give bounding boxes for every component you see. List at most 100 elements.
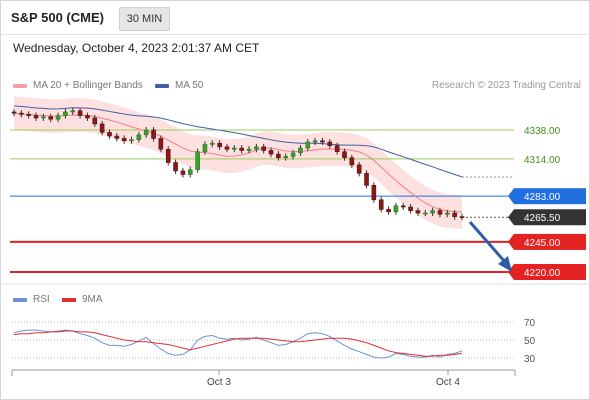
level-tag-arrow-5 xyxy=(508,264,514,280)
candle-body xyxy=(400,205,406,208)
candle xyxy=(165,146,171,166)
rsi-tick-50: 50 xyxy=(524,336,536,347)
candle xyxy=(415,207,421,217)
bollinger-swatch-icon xyxy=(13,83,27,88)
candle-body xyxy=(334,145,340,152)
candle xyxy=(143,126,149,138)
candle-body xyxy=(312,140,318,143)
candle-body xyxy=(445,212,450,215)
candle-body xyxy=(107,132,112,137)
candle-body xyxy=(70,110,76,113)
candle-body xyxy=(55,115,61,120)
candle xyxy=(320,137,325,146)
candle xyxy=(356,161,362,177)
candle-body xyxy=(173,162,178,172)
candle-body xyxy=(268,150,274,155)
forecast-arrow-shaft xyxy=(468,221,507,263)
candle xyxy=(180,167,186,178)
candle-body xyxy=(305,141,311,149)
candle-body xyxy=(202,144,208,152)
candle-body xyxy=(246,148,252,151)
candle-body xyxy=(195,151,200,171)
candle-body xyxy=(298,147,303,154)
candle xyxy=(99,120,105,136)
legend-9ma-label: 9MA xyxy=(82,294,103,305)
legend-9ma: 9MA xyxy=(62,294,103,305)
candle xyxy=(422,210,428,217)
candle xyxy=(19,110,24,118)
candle xyxy=(195,148,200,173)
candle xyxy=(26,111,31,119)
candle-body xyxy=(261,146,267,151)
candle xyxy=(312,137,318,146)
level-tag-5 xyxy=(514,264,586,280)
candle xyxy=(371,182,377,203)
candle xyxy=(305,139,311,152)
candle-body xyxy=(239,147,244,151)
candle-body xyxy=(437,210,443,215)
candle-body xyxy=(85,115,90,119)
candle xyxy=(364,170,369,189)
candle-body xyxy=(114,135,120,139)
candle xyxy=(298,145,303,156)
level-tag-2 xyxy=(514,188,586,205)
candles xyxy=(11,107,465,221)
candle xyxy=(107,129,112,140)
candle-body xyxy=(217,142,222,148)
level-label-5: 4220.00 xyxy=(524,268,561,279)
candle xyxy=(187,166,193,178)
candle xyxy=(408,204,413,214)
candle xyxy=(239,145,244,154)
candle-body xyxy=(276,153,281,158)
candle-body xyxy=(165,148,171,163)
candle-body xyxy=(290,152,296,157)
candle xyxy=(393,202,399,215)
legend-ma50: MA 50 xyxy=(155,80,203,91)
candle xyxy=(173,159,178,174)
candle-body xyxy=(283,156,289,158)
candle xyxy=(261,143,267,154)
candle-body xyxy=(430,210,435,214)
ma50-swatch-icon xyxy=(155,83,169,88)
candle-body xyxy=(158,138,164,150)
candle-body xyxy=(371,185,377,201)
candle xyxy=(445,210,450,218)
candle xyxy=(92,114,98,127)
candle xyxy=(11,108,17,117)
candle xyxy=(151,126,156,142)
rsi-9ma-line xyxy=(13,330,463,357)
candle-body xyxy=(41,116,46,119)
timeframe-button[interactable]: 30 MIN xyxy=(119,7,170,31)
candle-body xyxy=(349,157,355,166)
candle-body xyxy=(151,129,156,139)
header-bar: S&P 500 (CME) 30 MIN xyxy=(0,0,588,35)
candle-body xyxy=(232,147,237,150)
candle xyxy=(129,136,134,144)
candle-body xyxy=(92,117,98,125)
candle xyxy=(114,133,120,142)
level-tag-arrow-2 xyxy=(508,188,514,205)
candle xyxy=(121,135,127,144)
candle xyxy=(290,149,296,160)
candle xyxy=(246,146,252,154)
candle-body xyxy=(121,138,127,142)
rsi-swatch-icon xyxy=(13,297,27,302)
legend-ma50-label: MA 50 xyxy=(175,80,204,91)
candle-body xyxy=(386,209,391,213)
candle-body xyxy=(224,146,230,150)
candle-body xyxy=(364,173,369,186)
candle xyxy=(459,213,465,221)
candle xyxy=(283,153,289,161)
legend-rsi-label: RSI xyxy=(33,294,50,305)
candle xyxy=(209,140,215,148)
candle xyxy=(452,210,457,220)
candle-body xyxy=(77,110,83,116)
timestamp: Wednesday, October 4, 2023 2:01:37 AM CE… xyxy=(13,41,260,55)
forecast-arrow-head-icon xyxy=(498,256,512,272)
candle xyxy=(41,113,46,121)
candle-body xyxy=(129,139,134,142)
level-tag-4 xyxy=(514,233,586,250)
candle xyxy=(430,207,435,217)
level-label-2: 4283.00 xyxy=(524,192,561,203)
